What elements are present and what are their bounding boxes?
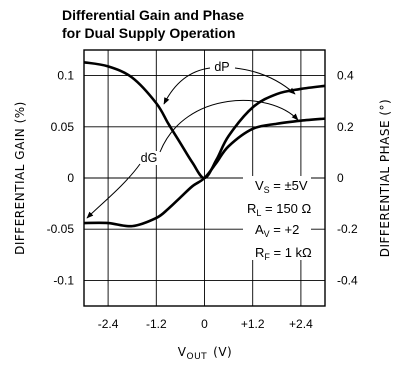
y-left-tick-label-0: 0.1 [57,69,74,83]
y-left-tick-label-4: -0.1 [53,273,74,287]
x-tick-label-3: +1.2 [241,317,265,331]
condition-rl: RL = 150 Ω [247,201,312,218]
condition-rf: RF = 1 kΩ [255,245,312,262]
x-tick-label-0: -2.4 [98,317,119,331]
annotation-dp: dP [214,60,229,74]
chart-title-line-2: for Dual Supply Operation [62,25,235,41]
y-axis-label-right: DIFFERENTIAL PHASE (°) [378,99,392,258]
x-tick-label-4: +2.4 [289,317,313,331]
x-tick-label-1: -1.2 [146,317,167,331]
conditions-box [243,176,311,260]
chart-title-line-1: Differential Gain and Phase [62,7,244,23]
annotations: dP dG [86,60,299,219]
series-line-dp [83,61,326,180]
y-right-tick-label-3: -0.2 [337,222,358,236]
annotation-dg-arrow-right [159,99,299,153]
y-right-tick-label-4: -0.4 [337,273,358,287]
y-right-tick-label-2: 0 [337,171,344,185]
y-left-tick-label-1: 0.05 [51,120,75,134]
y-right-tick-label-1: 0.2 [337,120,354,134]
y-left-tick-label-3: -0.05 [47,222,75,236]
y-right-tick-label-0: 0.4 [337,69,354,83]
annotation-dp-arrow-left [163,67,211,105]
x-tick-label-2: 0 [201,317,208,331]
condition-vs: VS = ±5V [255,178,308,195]
axis-ticks: -2.4 -1.2 0 +1.2 +2.4 0.1 0.05 0 -0.05 -0.1 0.4 0.2… [47,69,358,331]
condition-av: AV = +2 [255,222,299,239]
annotation-dg-bg [138,151,160,165]
annotation-dg-arrow-left [86,163,141,219]
series-line-dg [83,117,326,228]
plot-frame [83,49,326,307]
x-axis-label: VOUT (V) [178,345,232,362]
annotation-dp-arrow-right [234,67,296,95]
series [83,61,326,228]
annotation-dp-bg [211,60,233,74]
annotation-dg: dG [141,151,158,165]
y-axis-label-left: DIFFERENTIAL GAIN (%) [13,101,27,255]
y-left-tick-label-2: 0 [67,171,74,185]
